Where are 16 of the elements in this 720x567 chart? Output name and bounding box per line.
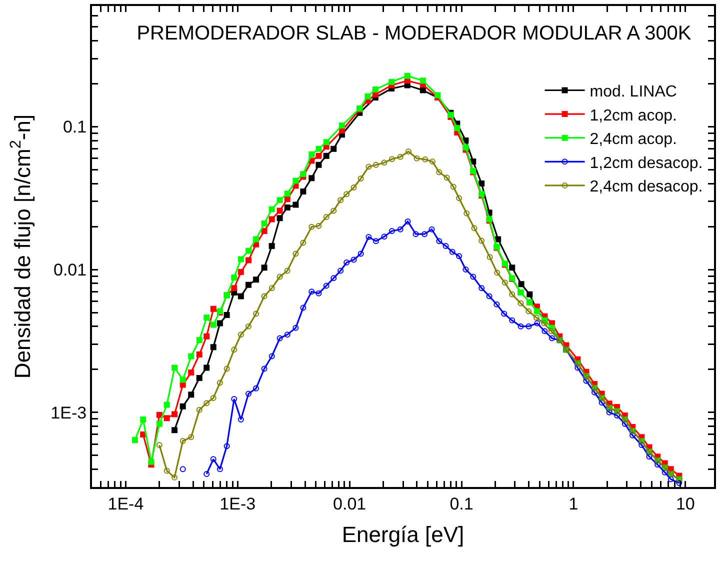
x-tick-label: 0.01	[333, 494, 366, 514]
x-tick-label: 0.1	[450, 494, 474, 514]
x-tick-label: 10	[676, 494, 695, 514]
legend-label: mod. LINAC	[590, 83, 677, 100]
legend-label: 2,4cm acop.	[590, 131, 677, 148]
y-tick-label: 0.01	[54, 260, 87, 280]
legend-label: 1,2cm desacop.	[590, 154, 703, 172]
x-tick-label: 1E-3	[220, 494, 256, 514]
x-axis-title: Energía [eV]	[342, 522, 464, 547]
x-tick-label: 1	[568, 494, 578, 514]
y-tick-label: 0.1	[62, 118, 87, 137]
text: PREMODERADOR SLAB - MODERADOR MODULAR A 300K	[136, 22, 692, 45]
legend-label: 1,2cm acop.	[590, 107, 677, 124]
y-tick-label: 1E-3	[50, 403, 87, 422]
legend-label: 2,4cm desacop.	[590, 178, 703, 196]
x-tick-label: 1E-4	[108, 494, 144, 514]
